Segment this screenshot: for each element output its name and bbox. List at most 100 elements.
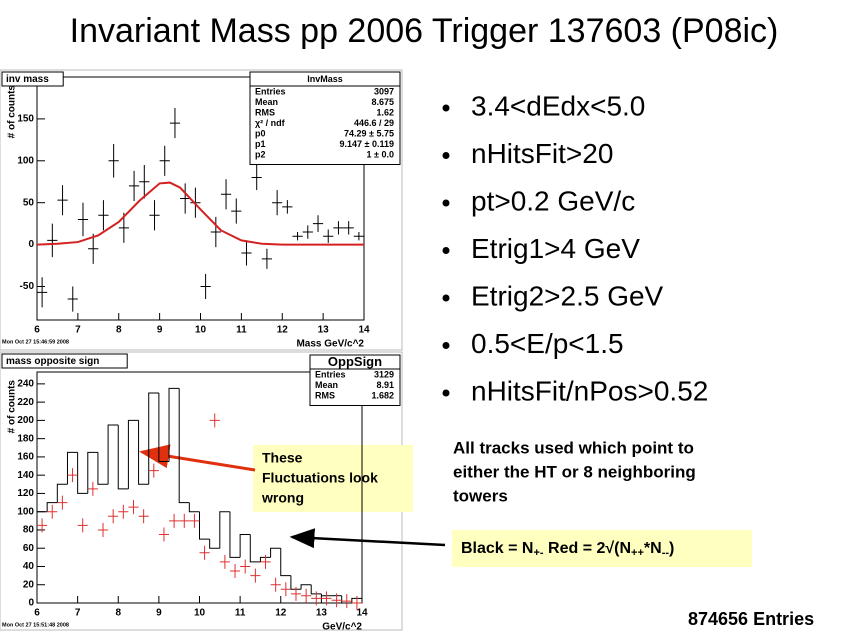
entries-note: 874656 Entries [688,609,814,629]
bullet-dot [442,342,450,349]
data-point [311,591,322,606]
stats-value: 1.682 [371,390,394,400]
x-tick-label: 11 [236,325,247,336]
hist-bin [310,584,322,595]
data-point [321,591,332,606]
stats-title: OppSign [328,354,382,369]
data-point [108,144,119,178]
hist-bin [229,511,241,558]
formula-sub: -- [662,547,670,559]
formula: Black = N+- Red = 2√(N++*N--) [461,540,674,559]
stats-title: InvMass [307,74,343,84]
formula-part: *N [644,540,662,557]
hist-bin [320,593,332,597]
data-point [47,504,58,519]
data-point [251,164,262,191]
data-point [282,200,293,214]
x-axis-label: GeV/c^2 [322,622,362,633]
y-tick-label: 40 [23,561,35,572]
bullet: 0.5<E/p<1.5 [471,328,624,359]
data-point [219,554,230,569]
stats-value: 8.91 [376,380,394,390]
data-point [229,564,241,579]
data-point [77,202,89,237]
y-tick-label: 150 [17,114,34,125]
stats-value: 8.675 [371,97,394,107]
data-point [209,413,220,428]
y-axis-label: # of counts [7,380,18,434]
hist-bin [97,452,109,485]
y-tick-label: 20 [23,579,35,590]
x-tick-label: 11 [235,608,246,619]
data-point [241,240,252,266]
bullet-dot [442,294,450,302]
x-tick-label: 12 [277,325,289,336]
data-point [179,513,190,528]
data-point [57,495,68,510]
stats-label: Mean [315,380,338,390]
data-point [98,200,109,231]
formula-arrow [289,528,446,549]
hist-bin [117,424,129,490]
x-tick-label: 10 [195,325,207,336]
hist-bin [66,451,78,485]
hist-bin [168,387,180,462]
y-tick-label: 0 [28,598,34,609]
hist-bin [270,547,281,558]
data-point [67,468,78,483]
hist-bin [56,483,68,503]
x-tick-label: 9 [156,608,162,619]
y-tick-label: 240 [17,379,34,390]
data-point [290,586,302,601]
x-tick-label: 13 [318,325,330,336]
x-tick-label: 8 [115,608,121,619]
x-tick-label: 6 [34,325,40,336]
stats-label: p2 [255,149,266,159]
y-tick-label: 50 [23,197,35,208]
stats-value: 1 ± 0.0 [367,149,394,159]
bullet-dot [442,389,450,397]
data-point [220,179,232,210]
x-tick-label: 10 [194,608,206,619]
hist-bin [46,502,58,512]
data-point [331,593,342,608]
x-tick-label: 12 [275,608,287,619]
data-point [333,221,344,235]
data-point [210,216,221,248]
hist-bin [341,595,352,604]
stats-label: Entries [315,369,346,379]
bullet-dot [442,247,450,254]
stats-label: RMS [315,390,335,400]
formula-sub: +- [533,547,543,559]
callout-line: These [262,450,303,466]
data-point [87,481,98,496]
x-tick-label: 13 [316,608,328,619]
data-point [301,588,312,603]
stats-label: p1 [255,139,266,149]
data-point [250,568,261,583]
data-point [37,277,48,308]
bullet-dot [442,152,450,159]
y-tick-label: 220 [17,397,34,408]
data-point [351,596,362,610]
bullet: Etrig1>4 GeV [471,233,640,264]
bullet: pt>0.2 GeV/c [471,185,635,216]
stats-value: 3097 [374,86,394,96]
bullet: 3.4<dEdx<5.0 [471,90,645,121]
y-tick-label: 100 [17,155,34,166]
formula-part: Black = N [461,540,533,557]
hist-bin [239,534,251,558]
stats-value: 74.29 ± 5.75 [344,128,394,138]
y-tick-label: 140 [17,470,34,481]
stats-label: p0 [255,128,266,138]
hist-bin [209,539,220,549]
data-point [108,509,119,524]
y-tick-label: 160 [17,452,34,463]
bullet: Etrig2>2.5 GeV [471,280,664,311]
timestamp: Mon Oct 27 15:46:59 2008 [2,339,69,345]
stats-value: 446.6 / 29 [354,118,394,128]
callout-line: Fluctuations look [262,470,378,486]
y-tick-label: 180 [17,433,34,444]
note-line: either the HT or 8 neighboring [453,462,696,481]
data-point [149,200,160,231]
